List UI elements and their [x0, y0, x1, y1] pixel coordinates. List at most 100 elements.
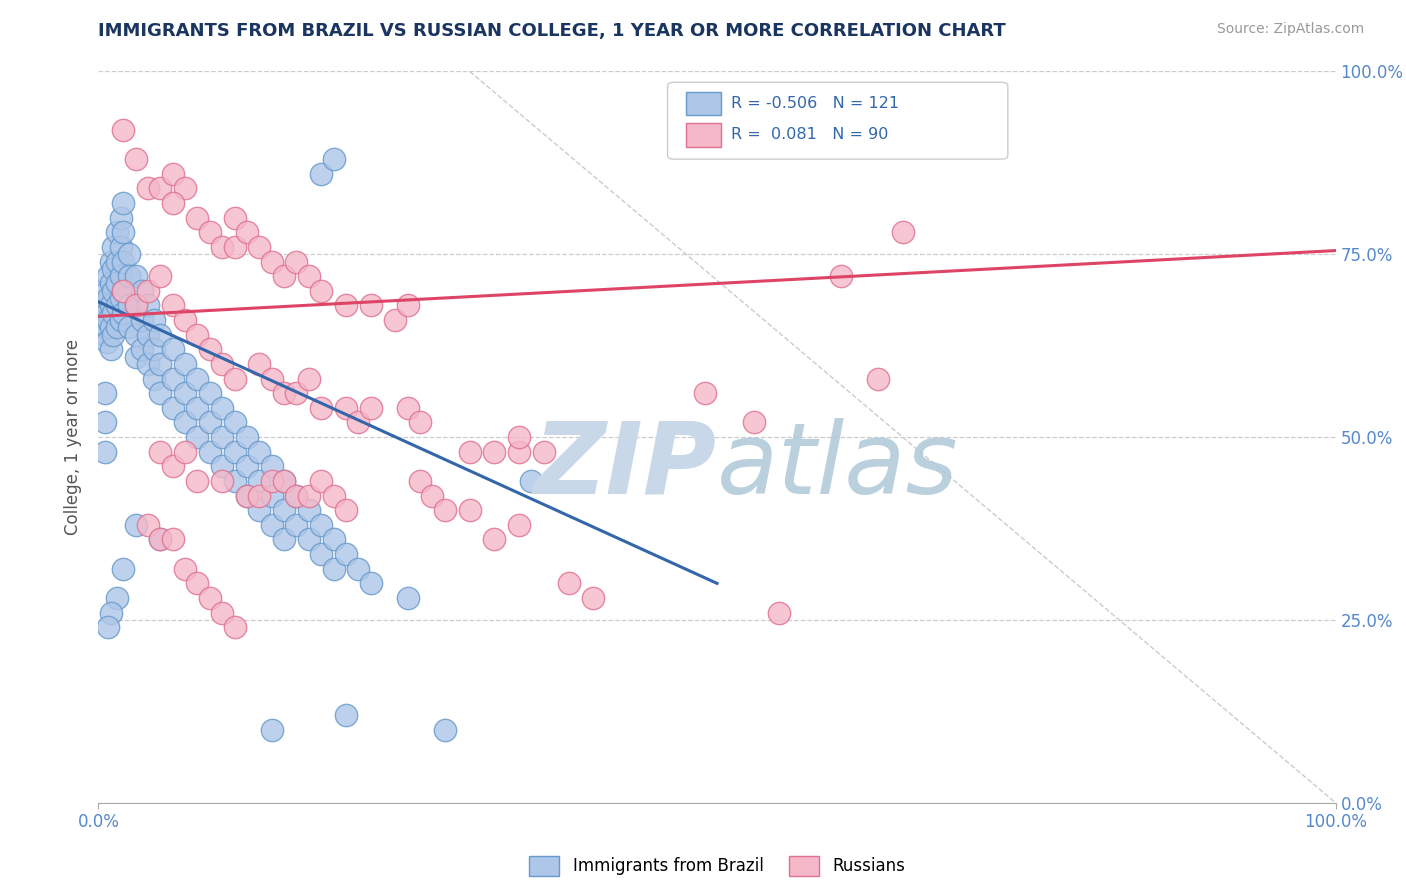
Point — [273, 474, 295, 488]
Point — [186, 576, 208, 591]
Point — [309, 401, 332, 415]
Point — [162, 167, 184, 181]
Point — [260, 723, 283, 737]
Point — [124, 350, 146, 364]
Point — [433, 503, 456, 517]
Point — [285, 489, 308, 503]
Point — [384, 313, 406, 327]
Point — [96, 320, 118, 334]
Point — [335, 503, 357, 517]
Point — [93, 327, 115, 342]
Point — [105, 320, 128, 334]
Point — [110, 291, 132, 305]
Point — [533, 444, 555, 458]
Point — [285, 489, 308, 503]
Point — [112, 562, 135, 576]
Point — [105, 254, 128, 268]
Point — [174, 357, 197, 371]
Point — [693, 386, 716, 401]
Point — [309, 474, 332, 488]
Point — [93, 416, 115, 430]
Point — [224, 240, 246, 254]
Text: atlas: atlas — [717, 417, 959, 515]
Point — [97, 313, 120, 327]
Point — [484, 533, 506, 547]
Point — [273, 269, 295, 284]
Point — [273, 474, 295, 488]
Point — [93, 298, 115, 312]
Point — [260, 371, 283, 385]
Point — [433, 723, 456, 737]
Point — [124, 327, 146, 342]
Point — [409, 416, 432, 430]
Point — [335, 547, 357, 561]
FancyBboxPatch shape — [686, 92, 721, 115]
FancyBboxPatch shape — [686, 123, 721, 146]
Point — [174, 181, 197, 195]
Point — [162, 533, 184, 547]
Point — [582, 591, 605, 605]
Point — [110, 269, 132, 284]
Point — [112, 225, 135, 239]
Point — [136, 517, 159, 532]
Point — [198, 591, 221, 605]
Point — [198, 444, 221, 458]
Point — [224, 211, 246, 225]
Text: IMMIGRANTS FROM BRAZIL VS RUSSIAN COLLEGE, 1 YEAR OR MORE CORRELATION CHART: IMMIGRANTS FROM BRAZIL VS RUSSIAN COLLEG… — [98, 22, 1007, 40]
Point — [211, 401, 233, 415]
Point — [236, 225, 259, 239]
Point — [149, 181, 172, 195]
Point — [309, 547, 332, 561]
Point — [112, 284, 135, 298]
Point — [198, 343, 221, 357]
Point — [360, 298, 382, 312]
Point — [236, 459, 259, 474]
Point — [409, 474, 432, 488]
Point — [298, 269, 321, 284]
Point — [211, 459, 233, 474]
Point — [96, 306, 118, 320]
Point — [100, 277, 122, 291]
Point — [143, 343, 166, 357]
Point — [100, 343, 122, 357]
Point — [96, 284, 118, 298]
Point — [508, 517, 530, 532]
Point — [273, 503, 295, 517]
Point — [118, 247, 141, 261]
Point — [247, 357, 270, 371]
Point — [322, 489, 344, 503]
Point — [236, 430, 259, 444]
Point — [508, 430, 530, 444]
Point — [484, 444, 506, 458]
Point — [149, 444, 172, 458]
Point — [112, 284, 135, 298]
Point — [93, 386, 115, 401]
Point — [100, 298, 122, 312]
Point — [149, 533, 172, 547]
Point — [162, 459, 184, 474]
Point — [124, 298, 146, 312]
Point — [186, 327, 208, 342]
Point — [322, 562, 344, 576]
Point — [198, 416, 221, 430]
Point — [186, 401, 208, 415]
Point — [260, 459, 283, 474]
Point — [285, 386, 308, 401]
Point — [162, 401, 184, 415]
Point — [162, 298, 184, 312]
Point — [211, 474, 233, 488]
Point — [149, 386, 172, 401]
Point — [149, 327, 172, 342]
Text: Source: ZipAtlas.com: Source: ZipAtlas.com — [1216, 22, 1364, 37]
Point — [830, 269, 852, 284]
Point — [112, 123, 135, 137]
Point — [260, 517, 283, 532]
Point — [309, 517, 332, 532]
Point — [100, 606, 122, 620]
Point — [396, 401, 419, 415]
Point — [298, 533, 321, 547]
Point — [335, 708, 357, 723]
Point — [105, 225, 128, 239]
Point — [103, 306, 125, 320]
Point — [186, 371, 208, 385]
